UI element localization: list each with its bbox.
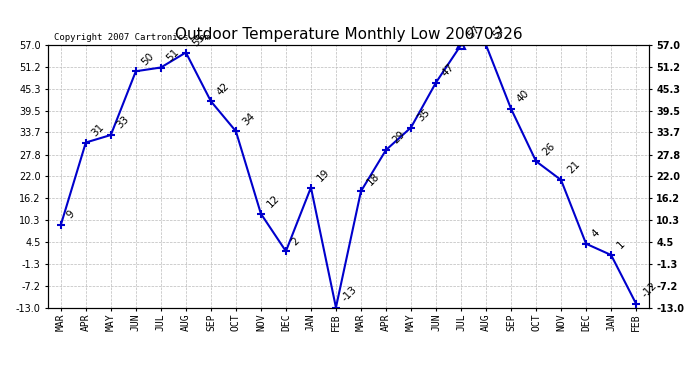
Text: 33: 33 (115, 114, 131, 131)
Text: 55: 55 (190, 32, 206, 48)
Text: 42: 42 (215, 81, 231, 97)
Text: 21: 21 (565, 159, 582, 176)
Text: 9: 9 (65, 209, 77, 221)
Text: 19: 19 (315, 167, 331, 183)
Text: -13: -13 (340, 284, 359, 303)
Text: 18: 18 (365, 171, 382, 187)
Text: 47: 47 (440, 62, 457, 78)
Text: 26: 26 (540, 141, 557, 157)
Text: 57: 57 (490, 24, 506, 41)
Text: 4: 4 (590, 228, 602, 240)
Text: -12: -12 (640, 280, 660, 300)
Text: 51: 51 (165, 47, 181, 63)
Text: 35: 35 (415, 107, 431, 123)
Text: 2: 2 (290, 236, 302, 247)
Text: 57: 57 (465, 24, 482, 41)
Text: 34: 34 (240, 111, 257, 127)
Title: Outdoor Temperature Monthly Low 20070326: Outdoor Temperature Monthly Low 20070326 (175, 27, 522, 42)
Text: 50: 50 (140, 51, 157, 67)
Text: 29: 29 (390, 129, 406, 146)
Text: 12: 12 (265, 193, 282, 210)
Text: 1: 1 (615, 239, 627, 251)
Text: Copyright 2007 Cartronics.com: Copyright 2007 Cartronics.com (55, 33, 210, 42)
Text: 40: 40 (515, 88, 531, 105)
Text: 31: 31 (90, 122, 106, 138)
